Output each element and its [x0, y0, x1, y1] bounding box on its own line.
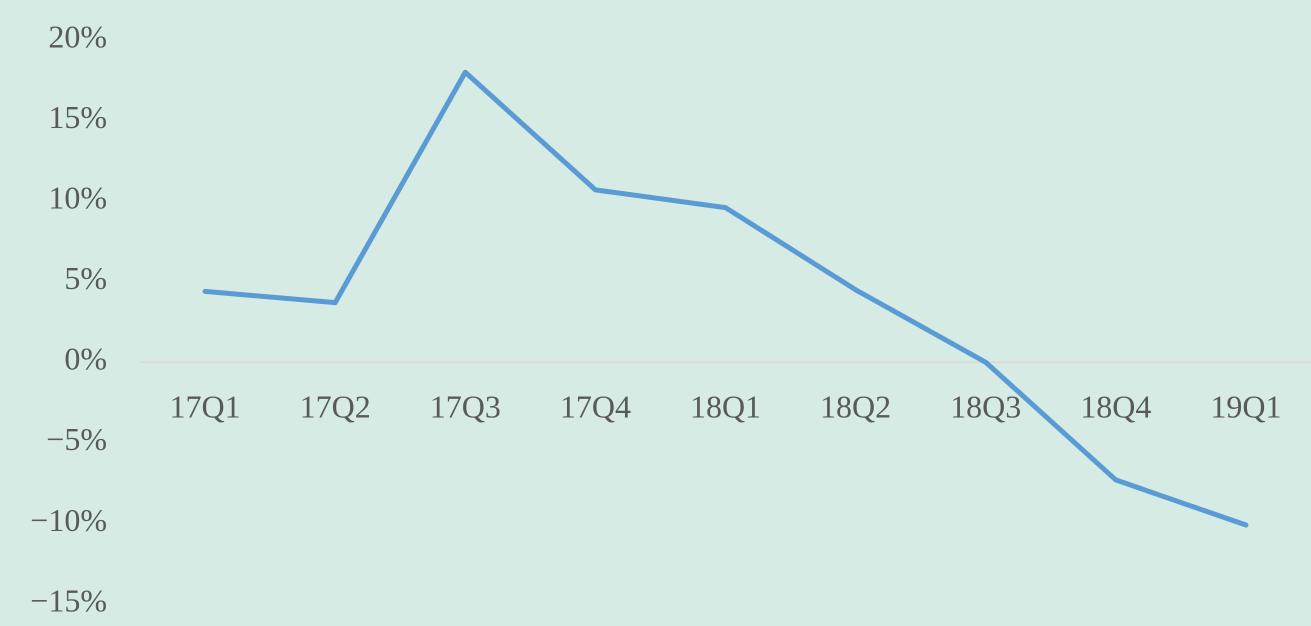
x-tick-label: 18Q4: [1080, 389, 1151, 425]
y-tick-label: 10%: [48, 179, 107, 215]
x-tick-label: 17Q4: [560, 389, 631, 425]
y-tick-label: −15%: [30, 582, 107, 618]
x-tick-label: 18Q3: [950, 389, 1021, 425]
y-tick-label: −10%: [30, 502, 107, 538]
x-tick-label: 19Q1: [1210, 389, 1281, 425]
x-tick-label: 17Q1: [170, 389, 241, 425]
y-tick-label: 5%: [64, 260, 107, 296]
y-tick-label: 0%: [64, 341, 107, 377]
x-tick-label: 17Q3: [430, 389, 501, 425]
line-series: [202, 69, 1249, 528]
y-tick-label: −5%: [46, 421, 107, 457]
y-tick-label: 20%: [48, 18, 107, 54]
x-tick-label: 17Q2: [300, 389, 371, 425]
y-tick-label: 15%: [48, 99, 107, 135]
x-tick-label: 18Q2: [820, 389, 891, 425]
x-tick-label: 18Q1: [690, 389, 761, 425]
